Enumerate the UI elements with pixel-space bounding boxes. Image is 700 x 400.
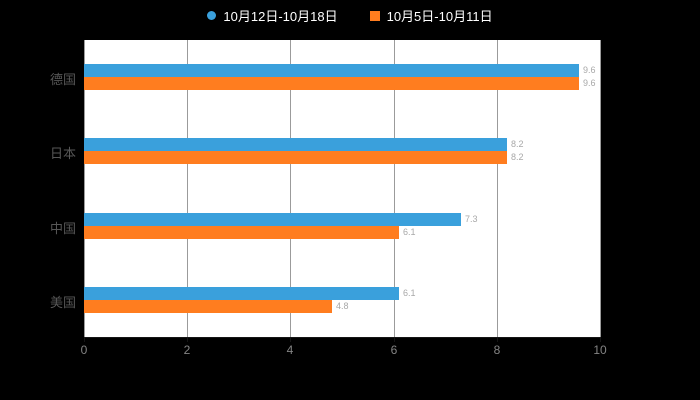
gridline [187,40,188,337]
x-axis-tick [187,337,188,342]
legend-square-marker-icon [369,10,380,21]
x-axis-tick [394,337,395,342]
bar-value-label: 7.3 [465,214,478,224]
bar-week2[interactable] [84,64,579,77]
gridline [600,40,601,337]
bar-value-label: 8.2 [511,139,524,149]
bar-value-label: 4.8 [336,301,349,311]
bar-week2[interactable] [84,287,399,300]
bar-value-label: 8.2 [511,152,524,162]
legend-label-week2: 10月12日-10月18日 [223,9,338,24]
gridline [290,40,291,337]
bar-value-label: 9.6 [583,65,596,75]
x-axis-tick-label: 8 [493,343,501,357]
gridline [394,40,395,337]
bar-week2[interactable] [84,213,461,226]
x-axis-tick-label: 4 [286,343,294,357]
legend-label-week1: 10月5日-10月11日 [386,9,493,24]
legend-circle-marker-icon [207,11,217,20]
x-axis-tick [290,337,291,342]
x-axis-tick [497,337,498,342]
bar-week1[interactable] [84,77,579,90]
y-axis-category-label: 日本 [49,146,76,161]
x-axis-tick-label: 10 [593,343,607,357]
y-axis-category-label: 中国 [49,221,76,236]
y-axis-category-label: 美国 [49,295,76,310]
x-axis-tick-label: 2 [183,343,191,357]
x-axis-tick-label: 6 [390,343,398,357]
bar-week1[interactable] [84,226,399,239]
bar-value-label: 6.1 [403,227,416,237]
gridline [84,40,85,337]
chart-legend: 10月12日-10月18日 10月5日-10月11日 [0,6,700,25]
bar-value-label: 9.6 [583,78,596,88]
legend-item-week1[interactable]: 10月5日-10月11日 [369,6,493,25]
x-axis-tick [600,337,601,342]
bar-value-label: 6.1 [403,288,416,298]
gridline [497,40,498,337]
bar-week2[interactable] [84,138,507,151]
bar-week1[interactable] [84,300,332,313]
legend-item-week2[interactable]: 10月12日-10月18日 [207,6,338,25]
bar-week1[interactable] [84,151,507,164]
x-axis-tick [84,337,85,342]
plot-area: 9.6 9.6 8.2 8.2 7.3 6.1 6.1 4.8 [84,40,601,337]
y-axis-category-label: 德国 [49,72,76,87]
x-axis-tick-label: 0 [80,343,88,357]
x-axis-line [84,337,601,338]
